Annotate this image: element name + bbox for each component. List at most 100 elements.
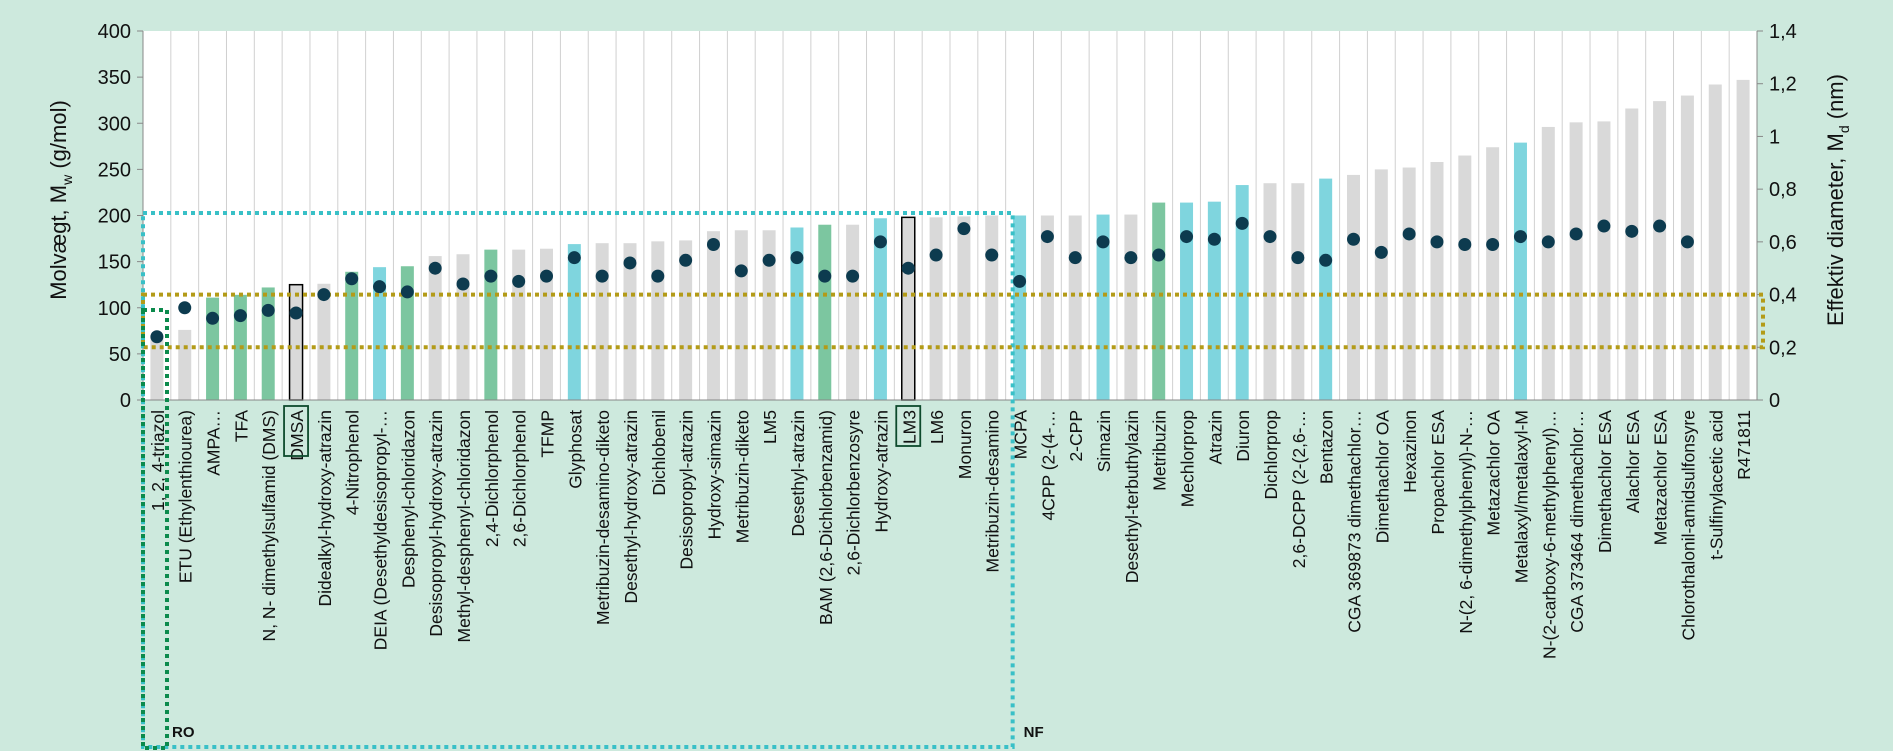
- bar: [901, 216, 916, 401]
- diameter-point: [456, 277, 470, 291]
- category-label: CGA 373464 dimethachlor…: [1567, 410, 1587, 633]
- diameter-point: [734, 264, 748, 278]
- category-label: Metribuzin-desamino: [983, 410, 1003, 572]
- bar: [734, 230, 748, 400]
- bar: [1152, 202, 1166, 400]
- category-highlight-box: [283, 405, 309, 457]
- diameter-point: [846, 269, 860, 283]
- bar: [428, 256, 442, 400]
- category-label: Mechlorprop: [1178, 410, 1198, 507]
- left-axis-title: Molvægt, Mw (g/mol): [46, 100, 75, 300]
- diameter-point: [790, 251, 804, 265]
- diameter-point: [540, 269, 553, 283]
- bar: [1180, 202, 1194, 400]
- diameter-point: [1569, 227, 1583, 241]
- diameter-point: [1513, 230, 1527, 244]
- category-label: Dimethachlor OA: [1372, 410, 1392, 544]
- bar: [288, 283, 304, 401]
- diameter-point: [484, 269, 498, 283]
- diameter-point: [1402, 227, 1416, 241]
- ro-region-box: [141, 308, 169, 750]
- category-label: Bentazon: [1317, 410, 1337, 484]
- bar: [1513, 142, 1527, 400]
- right-tick-label: 1: [1769, 126, 1780, 148]
- category-label: 2,6-DCPP (2-(2,6-…: [1289, 410, 1309, 568]
- diameter-point: [1013, 274, 1027, 288]
- diameter-band-box: [141, 292, 1765, 350]
- bar: [1235, 185, 1249, 400]
- diameter-point: [1207, 232, 1221, 246]
- diameter-point: [1096, 235, 1110, 249]
- diameter-point: [1263, 230, 1277, 244]
- bar: [484, 249, 498, 400]
- bar: [1319, 178, 1333, 400]
- bar: [1541, 126, 1555, 400]
- category-label: 2-CPP: [1066, 410, 1086, 462]
- category-label: Metazachlor OA: [1484, 410, 1504, 536]
- category-label: 4-Nitrophenol: [343, 410, 363, 515]
- diameter-point: [373, 280, 387, 294]
- ro-region-label: RO: [172, 724, 195, 741]
- category-label: Simazin: [1094, 410, 1114, 472]
- category-label: Glyphosat: [565, 410, 585, 489]
- diameter-point: [901, 261, 915, 275]
- right-tick-label: 0,8: [1769, 179, 1797, 201]
- category-label: LM5: [760, 410, 780, 444]
- bar: [400, 266, 414, 400]
- category-label: Metribuzin-diketo: [732, 410, 752, 543]
- bar: [873, 218, 887, 400]
- nf-region-box: [141, 211, 1015, 749]
- diameter-point: [567, 251, 581, 265]
- bar: [957, 216, 971, 400]
- region-boxes: NF RO: [141, 211, 1765, 750]
- diameter-point: [1068, 251, 1082, 265]
- category-label: Dimethachlor ESA: [1595, 410, 1615, 553]
- bar: [1458, 155, 1472, 400]
- category-label: Diuron: [1233, 410, 1253, 462]
- bar: [540, 248, 553, 400]
- category-label: ETU (Ethylenthiourea): [176, 410, 196, 583]
- diameter-point: [261, 303, 275, 317]
- diameter-point: [1152, 248, 1166, 262]
- diameter-point: [1040, 230, 1054, 244]
- diameter-point: [289, 306, 303, 320]
- bar: [1291, 183, 1305, 400]
- diameter-points: [150, 216, 1694, 344]
- diameter-point: [206, 311, 220, 325]
- right-tick-label: 0,4: [1769, 285, 1797, 307]
- bar: [1653, 101, 1667, 401]
- category-label: R471811: [1734, 410, 1754, 480]
- diameter-point: [706, 237, 720, 251]
- bar: [1068, 215, 1082, 400]
- left-tick-label: 250: [98, 159, 131, 181]
- bar: [1597, 121, 1611, 400]
- diameter-point: [762, 253, 776, 267]
- bar: [1207, 201, 1221, 400]
- bar: [623, 243, 637, 400]
- diameter-point: [150, 330, 164, 344]
- bar: [706, 231, 720, 400]
- left-tick-label: 100: [98, 298, 131, 320]
- diameter-point: [1124, 251, 1138, 265]
- category-label: t-Sulfinylacetic acid: [1706, 410, 1726, 560]
- bar: [679, 240, 693, 400]
- category-label: Desisopropyl-hydroxy-atrazin: [426, 410, 446, 637]
- category-label: Monuron: [955, 410, 975, 479]
- right-tick-label: 1,4: [1769, 21, 1797, 43]
- bar: [373, 267, 387, 400]
- diameter-point: [1653, 219, 1667, 233]
- bar: [567, 244, 581, 400]
- category-label: Dichlobenil: [649, 410, 669, 496]
- bar: [1096, 214, 1110, 400]
- bars: [150, 79, 1750, 401]
- bar: [1736, 79, 1750, 400]
- category-label: Metazachlor ESA: [1651, 410, 1671, 546]
- category-label: TFMP: [538, 410, 558, 458]
- bar: [150, 336, 164, 400]
- category-label: Desethyl-atrazin: [788, 410, 808, 536]
- diameter-point: [1486, 237, 1500, 251]
- category-label: LM6: [927, 410, 947, 444]
- diameter-point: [1291, 251, 1305, 265]
- bar: [1486, 147, 1500, 400]
- category-label: BAM (2,6-Dichlorbenzamid): [816, 410, 836, 625]
